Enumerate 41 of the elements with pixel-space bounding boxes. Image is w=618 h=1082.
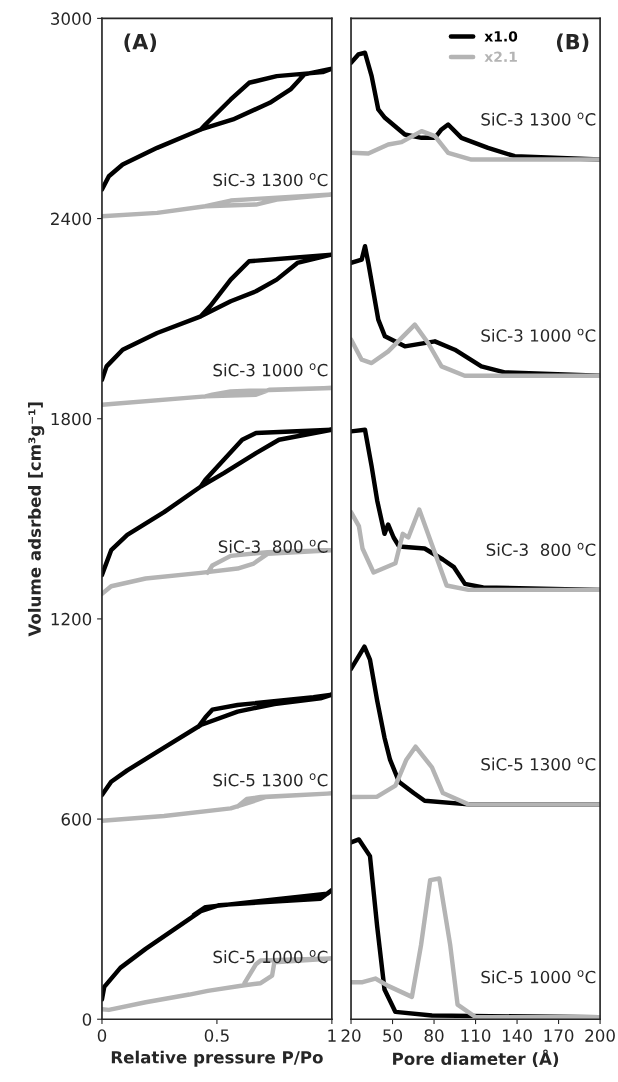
annotation: SiC-5 1300 $^{o}$C bbox=[481, 757, 596, 771]
x-tick-label: 1 bbox=[328, 1029, 336, 1042]
annotation: SiC-3 800 $^{o}$C bbox=[218, 539, 328, 553]
annotation: SiC-3 1300 $^{o}$C bbox=[481, 112, 596, 126]
x-axis-title: Pore diameter (Å) bbox=[393, 1049, 559, 1068]
line-series bbox=[101, 692, 332, 798]
annotation: SiC-3 1300 $^{o}$C bbox=[213, 173, 328, 187]
line-series bbox=[101, 427, 332, 578]
x-tick-label: 50 bbox=[383, 1029, 403, 1042]
y-tick-label: 3000 bbox=[51, 12, 92, 25]
legend-label: x1.0 bbox=[484, 31, 518, 42]
line-series bbox=[101, 887, 332, 1002]
y-tick-label: 1800 bbox=[51, 412, 92, 426]
y-axis-title: Volume adsrbed [cm³g⁻¹] bbox=[28, 402, 45, 637]
x-tick-label: 80 bbox=[424, 1029, 444, 1042]
x-tick-label: 0 bbox=[97, 1029, 107, 1042]
y-tick-label: 1200 bbox=[51, 612, 92, 626]
x-axis-title: Relative pressure P/Po bbox=[111, 1050, 323, 1067]
annotation: SiC-3 1000 $^{o}$C bbox=[481, 328, 596, 342]
line-series bbox=[101, 252, 332, 382]
text: (B) bbox=[556, 33, 589, 52]
y-tick-label: 600 bbox=[61, 813, 92, 826]
x-tick-label: 200 bbox=[585, 1029, 615, 1042]
annotation: SiC-5 1000 $^{o}$C bbox=[213, 950, 328, 964]
y-tick-label: 0 bbox=[82, 1013, 92, 1026]
x-tick-label: 140 bbox=[502, 1029, 532, 1042]
annotation: SiC-3 1000 $^{o}$C bbox=[213, 363, 328, 377]
line-series bbox=[101, 192, 332, 219]
line-series bbox=[101, 791, 332, 823]
annotation: SiC-5 1000 $^{o}$C bbox=[481, 970, 596, 984]
line-series bbox=[101, 385, 332, 407]
y-tick-label: 2400 bbox=[51, 212, 92, 226]
text: (A) bbox=[124, 33, 157, 52]
annotation: SiC-5 1300 $^{o}$C bbox=[213, 773, 328, 787]
x-tick-label: 0.5 bbox=[204, 1029, 229, 1042]
legend-label: x2.1 bbox=[484, 51, 517, 62]
x-tick-label: 170 bbox=[544, 1029, 574, 1042]
x-tick-label: 110 bbox=[461, 1029, 491, 1042]
annotation: SiC-3 800 $^{o}$C bbox=[486, 542, 596, 557]
x-tick-label: 20 bbox=[341, 1029, 361, 1042]
line-series bbox=[101, 66, 332, 192]
